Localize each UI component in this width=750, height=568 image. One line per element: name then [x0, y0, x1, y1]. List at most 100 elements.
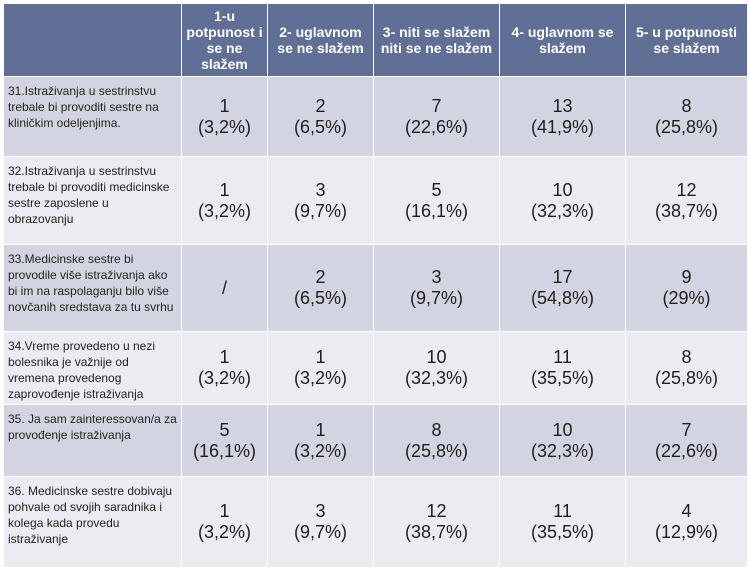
response-cell: 10 (32,3%): [373, 331, 500, 405]
percent-value: (29%): [662, 288, 711, 308]
count-value: 3: [315, 179, 326, 200]
response-cell: 1 (3,2%): [181, 476, 268, 568]
count-value: 8: [431, 419, 442, 440]
table-row: 36. Medicinske sestre dobivaju pohvale o…: [3, 476, 748, 568]
percent-value: (3,2%): [197, 200, 251, 221]
response-cell: 9 (29%): [625, 244, 748, 332]
count-value: 17: [552, 267, 573, 287]
response-cell: 3 (9,7%): [267, 476, 374, 568]
count-value: 10: [552, 179, 573, 200]
count-value: 1: [219, 501, 230, 521]
count-value: 3: [315, 501, 326, 521]
count-value: 9: [681, 267, 692, 287]
count-value: 12: [676, 179, 697, 200]
percent-value: (16,1%): [192, 440, 257, 461]
table-row: 31.Istraživanja u sestrinstvu trebale bi…: [3, 76, 748, 157]
percent-value: (22,6%): [654, 440, 719, 461]
table-row: 33.Medicinske sestre bi provodile više i…: [3, 244, 748, 332]
count-value: 1: [315, 419, 326, 440]
count-value: /: [221, 277, 227, 298]
percent-value: (25,8%): [654, 116, 719, 137]
response-cell: 8 (25,8%): [373, 404, 500, 477]
percent-value: (9,7%): [293, 200, 347, 221]
survey-table: 1-u potpunost i se ne slažem 2- uglavnom…: [3, 3, 748, 568]
count-value: 11: [553, 501, 572, 521]
response-cell: 3 (9,7%): [267, 156, 374, 245]
percent-value: (22,6%): [404, 116, 469, 137]
response-cell: 17 (54,8%): [499, 244, 626, 332]
percent-value: (38,7%): [654, 200, 719, 221]
response-cell: 2 (6,5%): [267, 76, 374, 157]
count-value: 7: [681, 419, 692, 440]
response-cell: 13 (41,9%): [499, 76, 626, 157]
response-cell: 5 (16,1%): [181, 404, 268, 477]
response-cell: 1 (3,2%): [267, 404, 374, 477]
percent-value: (9,7%): [409, 288, 463, 308]
percent-value: (16,1%): [404, 200, 469, 221]
header-strongly-disagree: 1-u potpunost i se ne slažem: [181, 3, 268, 77]
percent-value: (32,3%): [530, 440, 595, 461]
header-mostly-disagree: 2- uglavnom se ne slažem: [267, 3, 374, 77]
count-value: 1: [315, 347, 326, 367]
count-value: 5: [219, 419, 230, 440]
percent-value: (3,2%): [293, 368, 347, 388]
percent-value: (54,8%): [530, 288, 595, 308]
percent-value: (35,5%): [530, 522, 595, 542]
response-cell: 7 (22,6%): [625, 404, 748, 477]
response-cell: 10 (32,3%): [499, 404, 626, 477]
percent-value: (25,8%): [404, 440, 469, 461]
count-value: 10: [426, 347, 447, 367]
percent-value: (32,3%): [404, 368, 469, 388]
response-cell: 1 (3,2%): [181, 331, 268, 405]
response-cell: 12 (38,7%): [373, 476, 500, 568]
response-cell: 7 (22,6%): [373, 76, 500, 157]
count-value: 7: [431, 95, 442, 116]
response-cell: 12 (38,7%): [625, 156, 748, 245]
response-cell: 3 (9,7%): [373, 244, 500, 332]
percent-value: (25,8%): [654, 368, 719, 388]
count-value: 3: [431, 267, 442, 287]
question-cell: 36. Medicinske sestre dobivaju pohvale o…: [3, 476, 182, 568]
count-value: 5: [431, 179, 442, 200]
response-cell: 8 (25,8%): [625, 331, 748, 405]
count-value: 1: [219, 347, 230, 367]
count-value: 1: [219, 95, 230, 116]
header-mostly-agree: 4- uglavnom se slažem: [499, 3, 626, 77]
question-cell: 33.Medicinske sestre bi provodile više i…: [3, 244, 182, 332]
question-cell: 35. Ja sam zainteressovan/a za provođenj…: [3, 404, 182, 477]
question-cell: 32.Istraživanja u sestrinstvu trebale bi…: [3, 156, 182, 245]
percent-value: (6,5%): [293, 288, 347, 308]
count-value: 12: [426, 501, 447, 521]
response-cell: 10 (32,3%): [499, 156, 626, 245]
response-cell: 1 (3,2%): [181, 156, 268, 245]
table-row: 34.Vreme provedeno u nezi bolesnika je v…: [3, 331, 748, 405]
response-cell: 8 (25,8%): [625, 76, 748, 157]
percent-value: (3,2%): [197, 368, 251, 388]
percent-value: (12,9%): [654, 522, 719, 542]
table-row: 32.Istraživanja u sestrinstvu trebale bi…: [3, 156, 748, 245]
percent-value: (9,7%): [293, 522, 347, 542]
header-strongly-agree: 5- u potpunosti se slažem: [625, 3, 748, 77]
percent-value: (32,3%): [530, 200, 595, 221]
percent-value: (41,9%): [530, 116, 595, 137]
count-value: 4: [681, 501, 692, 521]
response-cell: 5 (16,1%): [373, 156, 500, 245]
count-value: 8: [681, 95, 692, 116]
percent-value: (3,2%): [293, 440, 347, 461]
count-value: 2: [315, 95, 326, 116]
percent-value: (6,5%): [293, 116, 347, 137]
percent-value: (3,2%): [197, 522, 251, 542]
question-cell: 31.Istraživanja u sestrinstvu trebale bi…: [3, 76, 182, 157]
count-value: 1: [219, 179, 230, 200]
count-value: 10: [552, 419, 573, 440]
count-value: 11: [553, 347, 572, 367]
header-neutral: 3- niti se slažem niti se ne slažem: [373, 3, 500, 77]
response-cell: /: [181, 244, 268, 332]
question-cell: 34.Vreme provedeno u nezi bolesnika je v…: [3, 331, 182, 405]
response-cell: 1 (3,2%): [181, 76, 268, 157]
header-row: 1-u potpunost i se ne slažem 2- uglavnom…: [3, 3, 748, 77]
count-value: 2: [315, 267, 326, 287]
response-cell: 2 (6,5%): [267, 244, 374, 332]
response-cell: 4 (12,9%): [625, 476, 748, 568]
table-row: 35. Ja sam zainteressovan/a za provođenj…: [3, 404, 748, 477]
